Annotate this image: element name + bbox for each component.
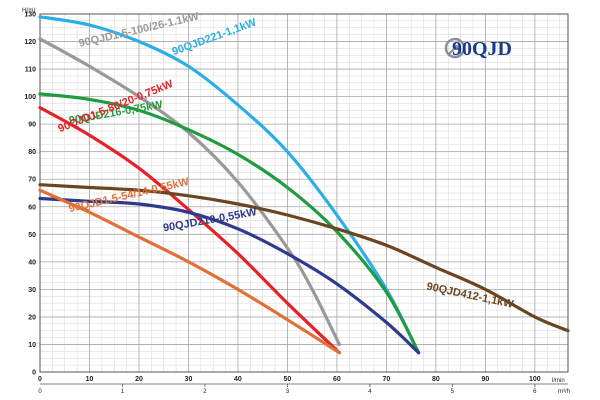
x-tick-label: 10 bbox=[86, 376, 94, 383]
y-tick-label: 0 bbox=[32, 370, 36, 377]
x2-tick-label: 4 bbox=[368, 389, 372, 395]
plot-frame bbox=[39, 13, 569, 373]
series-curve bbox=[38, 37, 341, 347]
logo: 90QJD bbox=[444, 37, 512, 60]
series-curve bbox=[38, 183, 570, 333]
x-tick-label: 50 bbox=[284, 376, 292, 383]
grid bbox=[39, 13, 568, 373]
logo-icon bbox=[444, 37, 466, 59]
x2-tick-label: 2 bbox=[203, 389, 207, 395]
x2-tick-labels: 0 1 2 3 4 5 6 bbox=[38, 384, 537, 395]
y-tick-label: 50 bbox=[28, 232, 36, 239]
x-axis-label-m3h: m³/h bbox=[558, 389, 570, 395]
series-curve bbox=[38, 15, 421, 355]
y-tick-label: 90 bbox=[28, 122, 36, 129]
x-tick-label: 40 bbox=[234, 376, 242, 383]
y-tick-label: 30 bbox=[28, 287, 36, 294]
x-tick-label: 30 bbox=[185, 376, 193, 383]
x-axis-label-lpm: l/min bbox=[552, 378, 565, 384]
series-curve bbox=[38, 92, 421, 355]
x-tick-label: 60 bbox=[333, 376, 341, 383]
x2-tick-label: 1 bbox=[121, 389, 125, 395]
x-tick-label: 80 bbox=[432, 376, 440, 383]
y-tick-label: 20 bbox=[28, 314, 36, 321]
x-tick-labels: 0 10 20 30 40 50 60 70 80 90 100 bbox=[38, 376, 541, 383]
logo-swoosh-icon bbox=[448, 44, 463, 56]
x2-tick-label: 5 bbox=[451, 389, 455, 395]
series-curve bbox=[38, 188, 341, 355]
axes bbox=[39, 13, 569, 385]
y-tick-label: 10 bbox=[28, 342, 36, 349]
x-tick-label: 70 bbox=[382, 376, 390, 383]
x2-tick-label: 6 bbox=[533, 389, 537, 395]
y-tick-label: 60 bbox=[28, 204, 36, 211]
y-tick-label: 40 bbox=[28, 259, 36, 266]
x-tick-label: 90 bbox=[481, 376, 489, 383]
x2-tick-label: 3 bbox=[286, 389, 290, 395]
series-curve bbox=[38, 106, 341, 355]
series-label: 90QJD412-1,1kW bbox=[425, 281, 515, 311]
y-tick-label: 130 bbox=[24, 12, 36, 19]
y-tick-label: 100 bbox=[24, 94, 36, 101]
x-tick-label: 100 bbox=[529, 376, 541, 383]
series-curve bbox=[38, 196, 421, 355]
y-tick-label: 70 bbox=[28, 177, 36, 184]
y-tick-label: 110 bbox=[25, 67, 36, 74]
y-tick-labels: 0 10 20 30 40 50 60 70 80 90 100 110 120 130 bbox=[24, 12, 36, 377]
series-curves bbox=[38, 15, 570, 355]
y-axis-label: H(m) bbox=[22, 8, 35, 14]
logo-text: 90QJD bbox=[452, 38, 512, 60]
x-tick-label: 0 bbox=[38, 376, 42, 383]
x2-tick-label: 0 bbox=[38, 389, 42, 395]
x-tick-label: 20 bbox=[135, 376, 143, 383]
y-tick-label: 80 bbox=[28, 149, 36, 156]
y-tick-label: 120 bbox=[24, 39, 36, 46]
